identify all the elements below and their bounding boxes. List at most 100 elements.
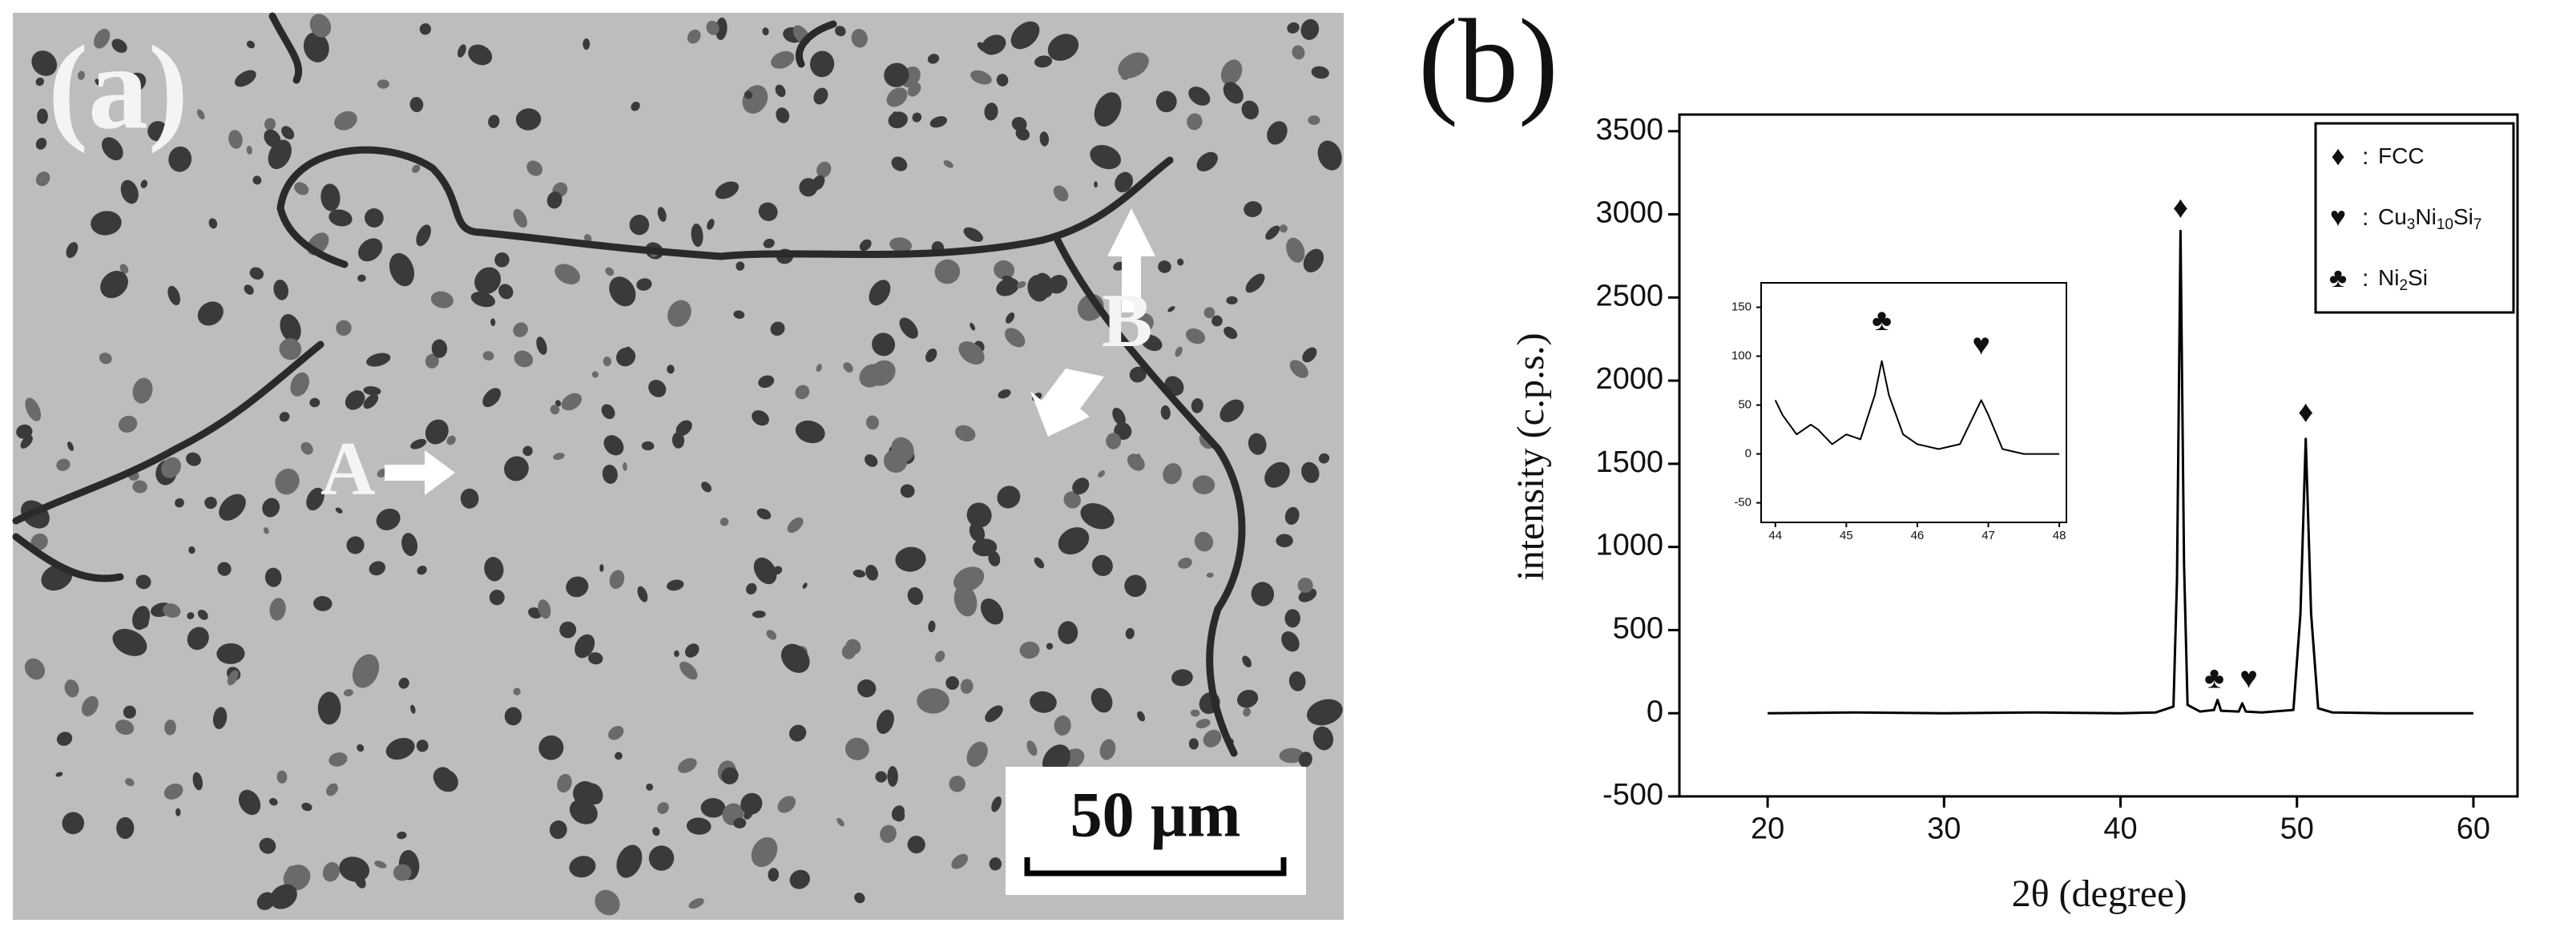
precipitate	[561, 393, 583, 411]
precipitate	[329, 752, 348, 767]
precipitate	[513, 687, 521, 695]
legend-label-part: Si	[2408, 265, 2428, 290]
precipitate	[320, 183, 341, 212]
precipitate	[1005, 328, 1026, 348]
precipitate	[538, 599, 551, 619]
x-tick-label: 40	[2103, 812, 2137, 846]
precipitate	[95, 79, 102, 86]
precipitate	[1175, 346, 1183, 357]
precipitate	[907, 83, 921, 97]
precipitate	[35, 77, 44, 87]
precipitate	[963, 227, 983, 242]
inset-bg	[1761, 283, 2066, 522]
precipitate	[389, 252, 415, 287]
legend-label-part: Si	[2453, 204, 2473, 229]
precipitate	[343, 689, 353, 697]
peak-marker: ♣	[2204, 662, 2224, 695]
legend-label-part: FCC	[2378, 143, 2425, 168]
precipitate	[425, 353, 439, 369]
precipitate	[125, 778, 135, 787]
precipitate	[1203, 307, 1215, 319]
precipitate	[417, 566, 427, 575]
precipitate	[489, 590, 505, 606]
precipitate	[124, 72, 147, 93]
precipitate	[1002, 275, 1014, 284]
precipitate	[1191, 398, 1203, 413]
precipitate	[1190, 709, 1200, 717]
precipitate	[891, 437, 914, 462]
y-tick-label: 3500	[1595, 113, 1663, 147]
precipitate	[851, 29, 868, 48]
precipitate	[891, 156, 908, 171]
precipitate	[163, 603, 181, 619]
precipitate	[1303, 248, 1324, 273]
precipitate	[744, 808, 753, 820]
y-tick-label: 150	[1731, 300, 1752, 313]
precipitate	[513, 208, 527, 228]
precipitate	[412, 164, 421, 173]
precipitate	[335, 507, 343, 514]
precipitate	[377, 79, 389, 89]
precipitate	[740, 792, 763, 815]
precipitate	[546, 191, 562, 209]
precipitate	[446, 435, 456, 445]
precipitate	[652, 827, 660, 836]
precipitate	[553, 453, 565, 461]
precipitate	[197, 301, 224, 326]
precipitate	[569, 799, 598, 824]
precipitate	[566, 576, 589, 598]
precipitate	[55, 772, 63, 777]
precipitate	[119, 264, 129, 274]
precipitate	[115, 719, 135, 735]
precipitate	[286, 865, 296, 877]
precipitate	[167, 285, 180, 306]
annotation: B	[1102, 278, 1152, 363]
peak-marker: ♥	[2239, 662, 2258, 695]
precipitate	[994, 260, 1015, 280]
precipitate	[1158, 260, 1171, 273]
precipitate	[132, 377, 153, 404]
precipitate	[795, 385, 810, 400]
precipitate	[458, 44, 466, 58]
precipitate	[1058, 621, 1078, 644]
precipitate	[752, 410, 769, 426]
precipitate	[1135, 313, 1154, 332]
precipitate	[37, 108, 48, 124]
y-tick-label: 2000	[1595, 362, 1663, 396]
y-tick-label: 1500	[1595, 445, 1663, 479]
precipitate	[1094, 92, 1122, 127]
precipitate	[865, 454, 878, 467]
precipitate	[887, 766, 898, 787]
precipitate	[917, 688, 949, 714]
precipitate	[35, 171, 50, 187]
precipitate	[841, 644, 857, 659]
y-tick-label: 500	[1613, 611, 1663, 645]
precipitate	[217, 562, 232, 576]
legend-sep: :	[2362, 143, 2368, 170]
precipitate	[488, 115, 500, 128]
y-axis-label: intensity (c.p.s.)	[1510, 332, 1552, 580]
precipitate	[1186, 328, 1206, 345]
precipitate	[1284, 609, 1300, 628]
precipitate	[1094, 181, 1098, 188]
precipitate	[1248, 433, 1267, 455]
precipitate	[1054, 715, 1071, 736]
precipitate	[64, 679, 79, 698]
precipitate	[631, 101, 640, 111]
precipitate	[1223, 326, 1238, 340]
y-tick-label: 0	[1745, 447, 1752, 461]
precipitate	[1194, 531, 1214, 552]
precipitate	[306, 487, 325, 511]
precipitate	[865, 415, 879, 430]
precipitate	[91, 211, 122, 236]
precipitate	[1155, 91, 1177, 113]
precipitate	[212, 707, 228, 730]
precipitate	[264, 567, 282, 587]
precipitate	[1034, 557, 1045, 569]
data-line	[1768, 229, 2473, 715]
data-line	[1774, 360, 2060, 455]
precipitate	[951, 853, 969, 869]
precipitate	[196, 109, 205, 120]
precipitate	[1080, 503, 1115, 530]
